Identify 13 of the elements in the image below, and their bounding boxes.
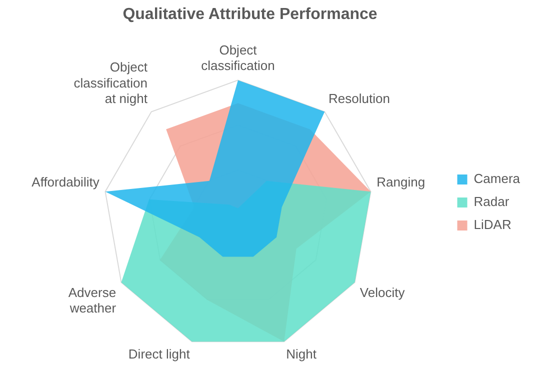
- spoke-label: Affordability: [32, 174, 100, 190]
- spoke-label: Ranging: [376, 174, 426, 190]
- spoke-label: Night: [286, 346, 317, 362]
- spoke-label: Resolution: [328, 90, 390, 106]
- spoke-label: Direct light: [128, 346, 190, 362]
- legend-label: Camera: [474, 171, 521, 186]
- spoke-label: Object classification: [201, 42, 275, 73]
- legend-label: LiDAR: [474, 217, 512, 232]
- chart-title: Qualitative Attribute Performance: [122, 6, 378, 24]
- spoke-label: Velocity: [360, 284, 406, 300]
- legend-label: Radar: [474, 194, 510, 210]
- spoke-label: Object classification at night: [74, 60, 148, 106]
- spoke-label: Adverse weather: [68, 284, 117, 316]
